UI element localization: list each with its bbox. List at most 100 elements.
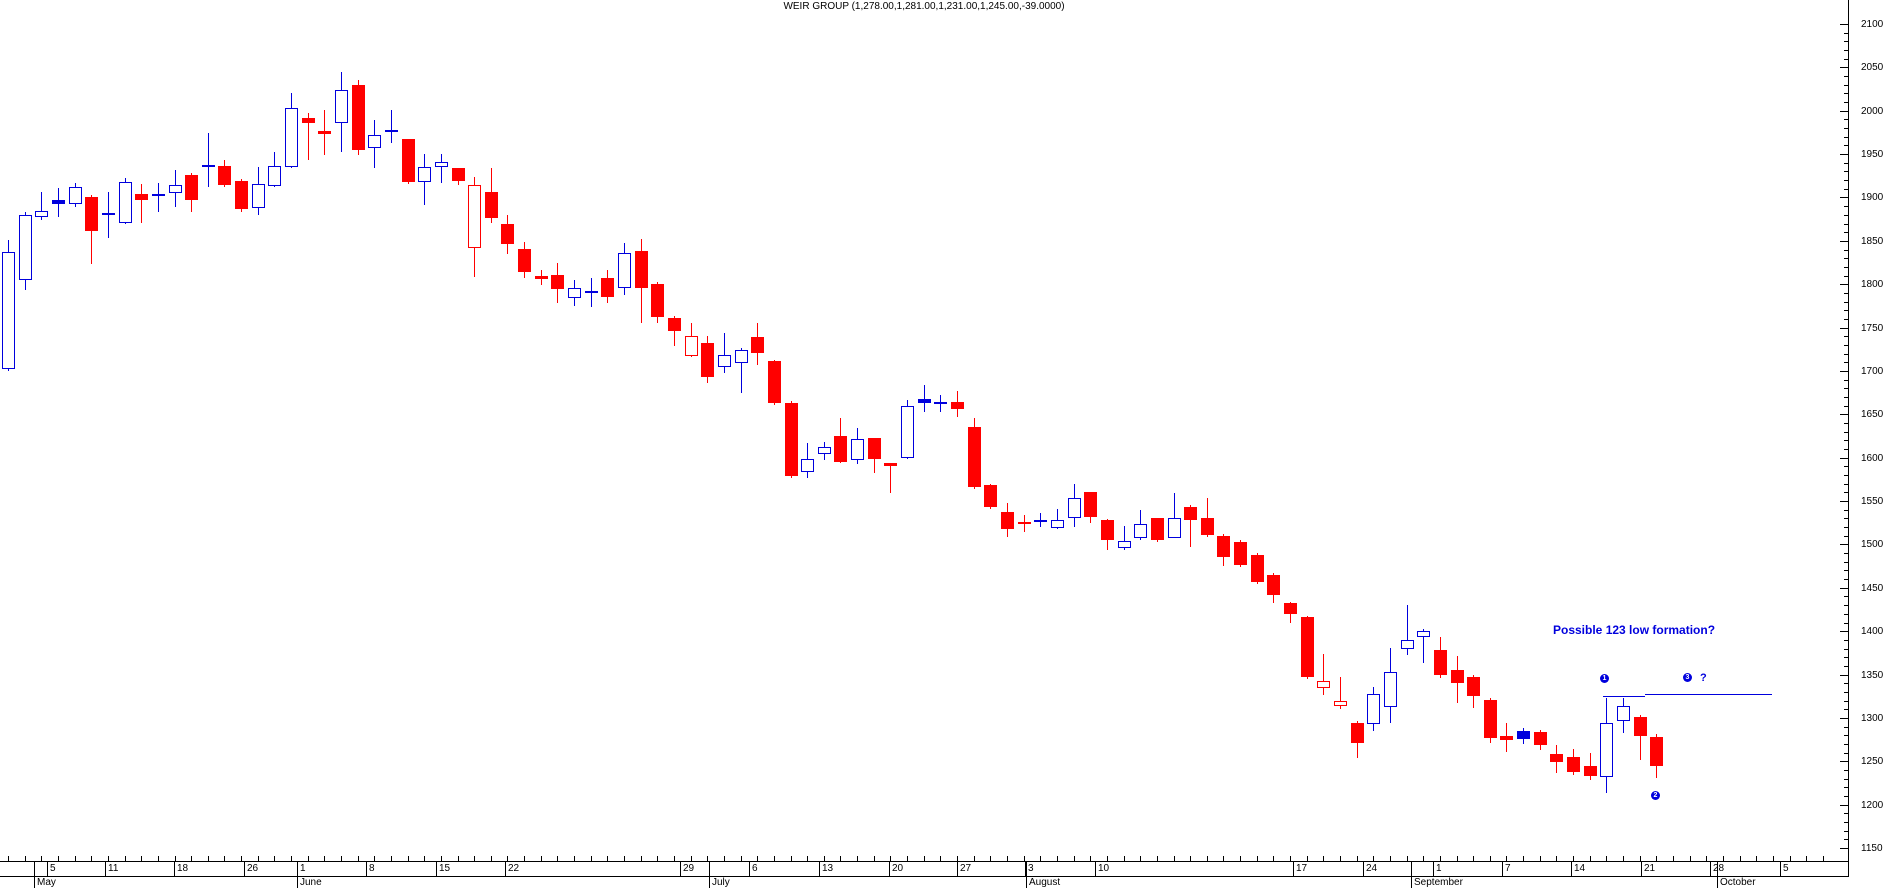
x-day-tick [8,856,9,861]
candle [1351,723,1364,743]
x-month-separator [1026,861,1027,888]
y-minor-tick [1844,276,1848,277]
x-day-tick [1457,856,1458,861]
x-week-separator [1095,861,1096,876]
y-axis-label: 2100 [1861,19,1883,30]
y-minor-tick [1844,787,1848,788]
x-day-tick [974,856,975,861]
x-day-tick [607,856,608,861]
marker-2: 2 [1651,791,1660,800]
candle [1500,736,1513,740]
y-major-tick [1840,67,1848,68]
y-major-tick [1840,805,1848,806]
x-month-label: July [712,877,730,888]
candle [1517,731,1530,739]
x-axis-label: 8 [369,863,375,874]
candle [485,192,498,218]
candle [1151,518,1164,540]
candle [285,108,298,167]
candle [568,288,581,298]
candle [368,135,381,148]
y-minor-tick [1844,432,1848,433]
y-minor-tick [1844,180,1848,181]
y-major-tick [1840,458,1848,459]
y-minor-tick [1844,683,1848,684]
y-minor-tick [1844,562,1848,563]
x-axis-label: 20 [892,863,904,874]
candle [1234,542,1247,565]
y-minor-tick [1844,709,1848,710]
x-day-tick [907,856,908,861]
y-minor-tick [1844,206,1848,207]
candle [69,187,82,204]
x-axis-label: 5 [50,863,56,874]
x-day-tick [208,856,209,861]
candle [119,182,132,223]
x-day-tick [175,856,176,861]
x-axis-label: 1 [300,863,306,874]
y-minor-tick [1844,258,1848,259]
candle [1434,650,1447,675]
y-minor-tick [1844,553,1848,554]
x-axis-label: 7 [1505,863,1511,874]
y-minor-tick [1844,510,1848,511]
y-minor-tick [1844,570,1848,571]
candle [1367,694,1380,724]
x-day-tick [358,856,359,861]
y-minor-tick [1844,579,1848,580]
x-day-tick [824,856,825,861]
candle-wick [724,333,725,373]
candle [19,215,32,280]
candle-wick [1407,605,1408,655]
y-minor-tick [1844,293,1848,294]
candle [701,343,714,377]
y-major-tick [1840,371,1848,372]
candle [768,361,781,403]
annotation-note: Possible 123 low formation? [1553,623,1716,637]
y-axis-label: 1550 [1861,496,1883,507]
candle [1634,717,1647,736]
candle-wick [674,316,675,346]
candle [385,130,398,132]
x-day-tick [158,856,159,861]
y-axis-label: 1500 [1861,539,1883,550]
candle-wick [1190,505,1191,547]
candle-wick [924,385,925,412]
y-minor-tick [1844,163,1848,164]
candle [352,85,365,150]
x-axis-label: 15 [439,863,451,874]
x-axis-label: 28 [1713,863,1725,874]
candle [1034,520,1047,522]
x-day-tick [1373,856,1374,861]
x-day-tick [857,856,858,861]
candle [402,139,415,182]
candle [785,403,798,476]
y-minor-tick [1844,33,1848,34]
y-axis-label: 1150 [1861,843,1883,854]
y-axis-label: 1950 [1861,149,1883,160]
y-minor-tick [1844,189,1848,190]
y-major-tick [1840,414,1848,415]
y-minor-tick [1844,171,1848,172]
x-day-tick [691,856,692,861]
x-week-separator [505,861,506,876]
y-axis-label: 1200 [1861,800,1883,811]
candle [1617,706,1630,721]
x-day-tick [741,856,742,861]
candle [1201,518,1214,535]
x-day-tick [1606,856,1607,861]
y-major-tick [1840,24,1848,25]
x-day-tick [1040,856,1041,861]
candle [1384,672,1397,707]
candle-wick [308,113,309,160]
y-axis-label: 1300 [1861,713,1883,724]
x-day-tick [1140,856,1141,861]
candle [818,447,831,454]
y-minor-tick [1844,623,1848,624]
candle-wick [1340,677,1341,709]
y-minor-tick [1844,657,1848,658]
x-month-label: October [1720,877,1756,888]
x-day-tick [308,856,309,861]
x-day-tick [1640,856,1641,861]
